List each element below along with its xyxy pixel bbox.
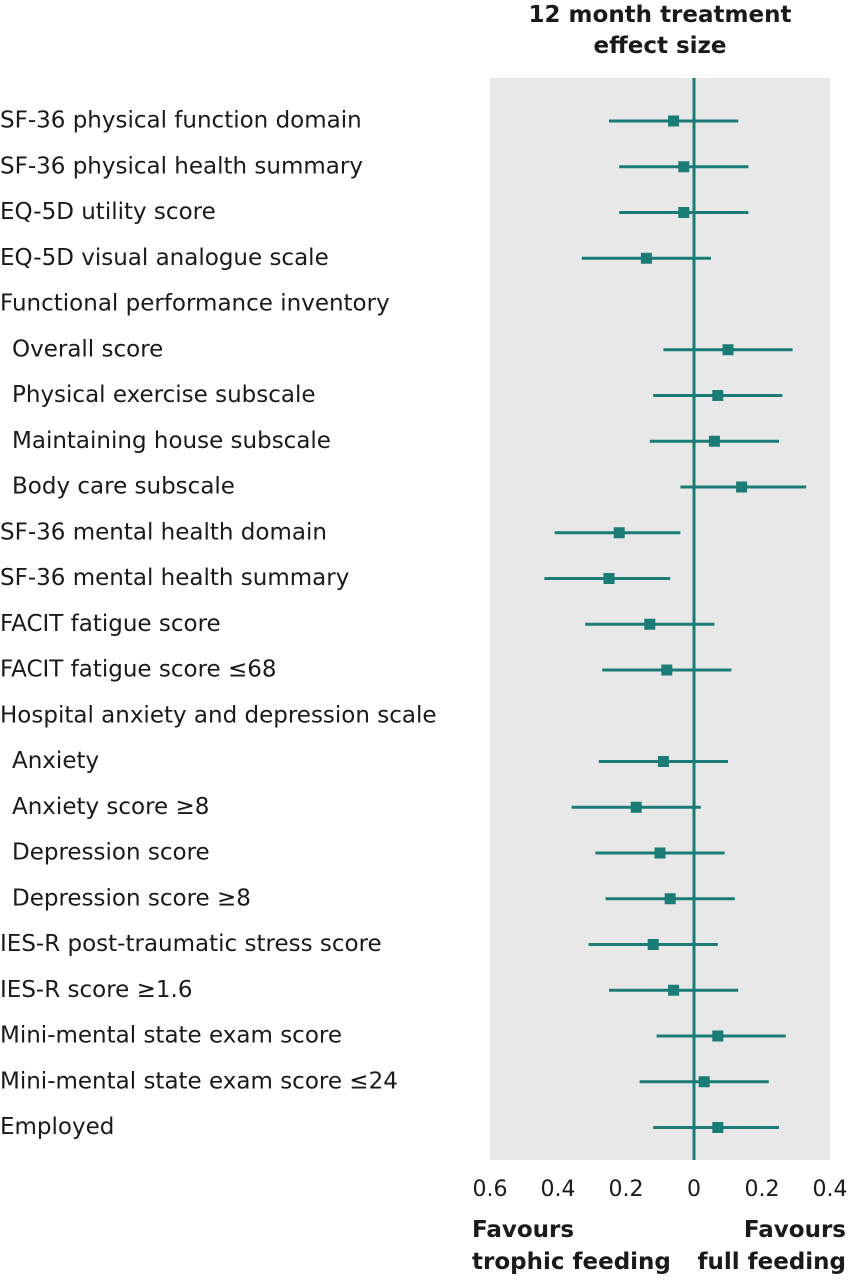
row-label: IES-R post-traumatic stress score — [0, 931, 382, 957]
row-label: Physical exercise subscale — [12, 382, 316, 408]
point-estimate — [722, 344, 734, 356]
point-estimate — [647, 939, 659, 950]
row-label: EQ-5D visual analogue scale — [0, 245, 329, 271]
favours-trophic-label: Favours trophic feeding — [472, 1217, 671, 1275]
x-tick-label: 0.6 — [473, 1177, 508, 1202]
point-estimate — [736, 481, 748, 493]
row-label: Employed — [0, 1114, 114, 1140]
row-label: SF-36 physical function domain — [0, 108, 362, 134]
point-estimate — [630, 801, 642, 813]
point-estimate — [613, 527, 625, 539]
point-estimate — [640, 252, 652, 264]
point-estimate — [712, 390, 724, 401]
row-label: Overall score — [12, 336, 163, 362]
row-label: FACIT fatigue score ≤68 — [0, 657, 277, 683]
point-estimate — [678, 207, 690, 218]
point-estimate — [668, 115, 680, 127]
x-tick-label: 0.4 — [541, 1177, 576, 1202]
point-estimate — [712, 1030, 724, 1042]
row-label: Maintaining house subscale — [12, 428, 331, 454]
row-label: EQ-5D utility score — [0, 199, 216, 225]
point-estimate — [664, 893, 676, 905]
plot-panel — [490, 78, 830, 1160]
row-label: Mini-mental state exam score — [0, 1023, 342, 1049]
row-label: Depression score ≥8 — [12, 885, 251, 911]
point-estimate — [708, 435, 720, 447]
point-estimate — [712, 1122, 724, 1133]
row-label: SF-36 physical health summary — [0, 153, 363, 179]
point-estimate — [654, 847, 666, 859]
chart-title: 12 month treatment effect size — [528, 2, 792, 59]
row-label: Hospital anxiety and depression scale — [0, 702, 437, 728]
x-tick-label: 0.4 — [813, 1177, 848, 1202]
x-tick-label: 0 — [687, 1177, 701, 1202]
x-tick-label: 0.2 — [745, 1177, 780, 1202]
row-label: Depression score — [12, 840, 210, 866]
point-estimate — [668, 984, 680, 996]
point-estimate — [644, 618, 656, 630]
row-label: Anxiety score ≥8 — [12, 794, 209, 820]
row-label: Mini-mental state exam score ≤24 — [0, 1068, 398, 1094]
x-tick-label: 0.2 — [609, 1177, 644, 1202]
favours-full-label: Favours full feeding — [697, 1217, 846, 1275]
row-label: Functional performance inventory — [0, 291, 390, 317]
row-label: SF-36 mental health summary — [0, 565, 349, 591]
row-label: Anxiety — [12, 748, 99, 774]
point-estimate — [698, 1076, 710, 1088]
point-estimate — [603, 573, 615, 584]
row-label: IES-R score ≥1.6 — [0, 977, 192, 1003]
point-estimate — [661, 664, 673, 676]
row-label: Body care subscale — [12, 474, 235, 500]
point-estimate — [678, 161, 690, 173]
point-estimate — [657, 756, 669, 767]
row-label: SF-36 mental health domain — [0, 519, 327, 545]
row-label: FACIT fatigue score — [0, 611, 221, 637]
